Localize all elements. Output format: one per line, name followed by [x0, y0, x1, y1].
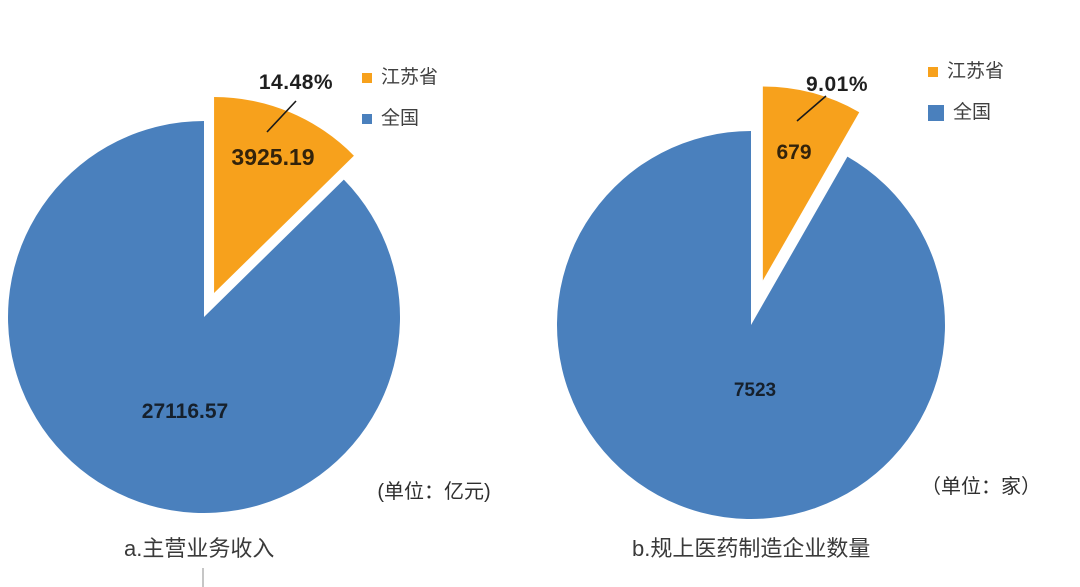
legend-label-jiangsu-b: 江苏省 — [947, 61, 1005, 82]
value-label-jiangsu-b: 679 — [776, 141, 812, 164]
chart-caption-a: a.主营业务收入 — [124, 536, 275, 561]
legend-swatch-national-icon — [362, 114, 372, 124]
percent-callout-b: 9.01% — [805, 73, 869, 96]
percent-callout-a: 14.48% — [258, 71, 334, 94]
legend-swatch-jiangsu-icon — [928, 67, 938, 77]
percent-leader-line-b — [796, 95, 827, 122]
legend-label-jiangsu-a: 江苏省 — [381, 67, 439, 88]
legend-a: 江苏省 全国 — [362, 66, 438, 148]
legend-item-national-a: 全国 — [362, 107, 438, 131]
unit-note-a: (单位：亿元) — [377, 481, 491, 503]
pie-slice-jiangsu-b — [762, 86, 860, 281]
legend-label-national-a: 全国 — [381, 108, 420, 129]
legend-item-jiangsu-b: 江苏省 — [928, 60, 1004, 84]
legend-b: 江苏省 全国 — [928, 60, 1004, 142]
pie-slice-national-a — [8, 121, 401, 513]
value-label-national-a: 27116.57 — [141, 400, 229, 423]
legend-swatch-jiangsu-icon — [362, 73, 372, 83]
pie-slice-national-b — [556, 131, 945, 519]
chart-caption-b: b.规上医药制造企业数量 — [632, 536, 871, 561]
value-label-jiangsu-a: 3925.19 — [231, 144, 315, 170]
legend-item-jiangsu-a: 江苏省 — [362, 66, 438, 90]
legend-swatch-national-icon — [928, 105, 944, 121]
legend-label-national-b: 全国 — [953, 102, 992, 123]
pie-slice-jiangsu-a — [214, 97, 354, 294]
percent-leader-line-a — [266, 100, 297, 133]
unit-note-b: （单位：家） — [921, 476, 1041, 498]
bottom-divider-artifact — [202, 568, 204, 587]
legend-item-national-b: 全国 — [928, 101, 1004, 125]
value-label-national-b: 7523 — [733, 380, 777, 401]
